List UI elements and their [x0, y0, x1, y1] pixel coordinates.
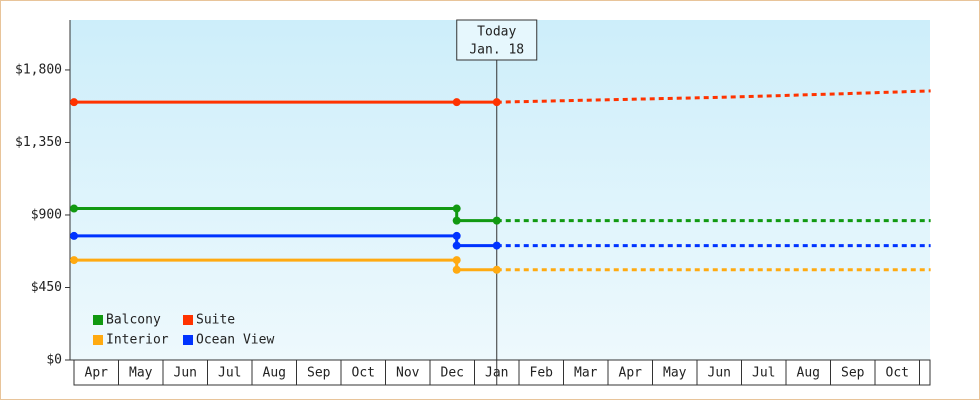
- x-tick-label: Dec: [441, 366, 464, 381]
- x-tick-label: Aug: [263, 366, 286, 381]
- today-label: Today: [477, 25, 516, 40]
- point: [70, 98, 78, 107]
- point: [70, 204, 78, 213]
- x-cell: [518, 359, 564, 386]
- x-cell: [785, 359, 831, 386]
- x-tick-label: Feb: [530, 366, 554, 381]
- x-cell: [73, 359, 119, 386]
- point: [452, 231, 461, 240]
- legend-label: Interior: [106, 333, 169, 348]
- legend-swatch: [93, 335, 103, 345]
- legend-swatch: [183, 335, 193, 345]
- x-tick-label: May: [129, 366, 153, 381]
- x-cell: [741, 359, 787, 386]
- x-tick-label: Nov: [396, 366, 420, 381]
- x-tick-label: Mar: [574, 366, 598, 381]
- x-tick-label: Oct: [886, 366, 909, 381]
- x-cell: [607, 359, 653, 386]
- point: [452, 216, 461, 225]
- x-tick-label: Jul: [752, 366, 775, 381]
- point: [492, 98, 501, 107]
- point: [70, 256, 78, 265]
- y-tick-label: $1,350: [15, 135, 62, 150]
- x-cell: [118, 359, 164, 386]
- x-tick-label: Apr: [85, 366, 109, 381]
- x-tick-label: Jun: [174, 366, 197, 381]
- x-cell: [162, 359, 208, 386]
- legend-label: Suite: [196, 313, 235, 328]
- point: [452, 204, 461, 213]
- x-tick-label: Aug: [797, 366, 820, 381]
- x-tick-label: May: [663, 366, 687, 381]
- x-tick-label: Oct: [352, 366, 375, 381]
- point: [492, 265, 501, 274]
- legend-swatch: [183, 315, 193, 325]
- y-tick-label: $450: [31, 280, 62, 295]
- point: [452, 265, 461, 274]
- x-tick-label: Apr: [619, 366, 643, 381]
- x-cell: [874, 359, 920, 386]
- point: [70, 231, 78, 240]
- legend-label: Balcony: [106, 313, 161, 328]
- x-tick-label: Jun: [708, 366, 731, 381]
- x-tick-label: Jul: [218, 366, 241, 381]
- point: [492, 216, 501, 225]
- projection-line: [496, 89, 931, 104]
- x-cell: [830, 359, 876, 386]
- history-line: [74, 207, 497, 223]
- today-box: [456, 19, 538, 61]
- y-tick-label: $1,800: [15, 62, 62, 77]
- history-line: [74, 258, 497, 272]
- legend-swatch: [93, 315, 103, 325]
- y-tick-label: $900: [31, 207, 62, 222]
- point: [492, 241, 501, 250]
- x-cell: [251, 359, 297, 386]
- today-date: Jan. 18: [469, 43, 524, 58]
- point: [452, 98, 461, 107]
- history-line: [74, 234, 497, 248]
- x-cell: [385, 359, 431, 386]
- point: [452, 256, 461, 265]
- x-tick-label: Sep: [841, 366, 865, 381]
- legend-label: Ocean View: [196, 333, 274, 348]
- point: [452, 241, 461, 250]
- x-cell: [919, 359, 931, 386]
- x-cell: [652, 359, 698, 386]
- x-cell: [207, 359, 253, 386]
- x-tick-label: Sep: [307, 366, 331, 381]
- y-tick-label: $0: [46, 353, 62, 368]
- plot-area: [70, 20, 930, 360]
